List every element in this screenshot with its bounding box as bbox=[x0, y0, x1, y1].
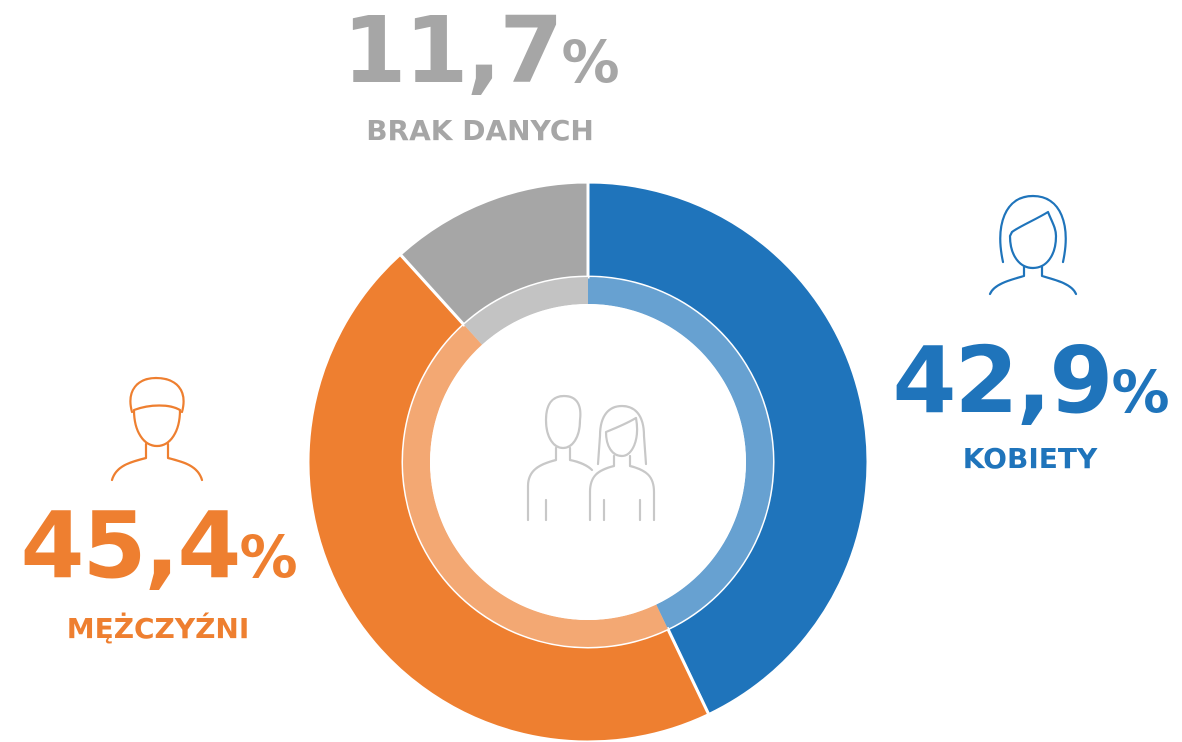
woman-icon bbox=[988, 194, 1078, 296]
value-label: 42,9% bbox=[892, 327, 1168, 434]
value-label: 11,7% bbox=[342, 0, 618, 104]
man-icon bbox=[110, 376, 204, 482]
value-label: 45,4% bbox=[20, 492, 296, 599]
couple-icon bbox=[526, 394, 656, 522]
category-label: BRAK DANYCH bbox=[366, 114, 594, 147]
slice-inner bbox=[588, 277, 774, 629]
labels: 42,9% KOBIETY 45,4% MĘŻCZYŹNI 11,7% BRAK DANY… bbox=[20, 0, 1170, 645]
slice-inner bbox=[402, 324, 668, 648]
center bbox=[430, 304, 746, 620]
slice-inner bbox=[463, 277, 588, 345]
category-label: MĘŻCZYŹNI bbox=[67, 611, 250, 645]
donut bbox=[306, 180, 870, 742]
category-label: KOBIETY bbox=[963, 442, 1098, 475]
